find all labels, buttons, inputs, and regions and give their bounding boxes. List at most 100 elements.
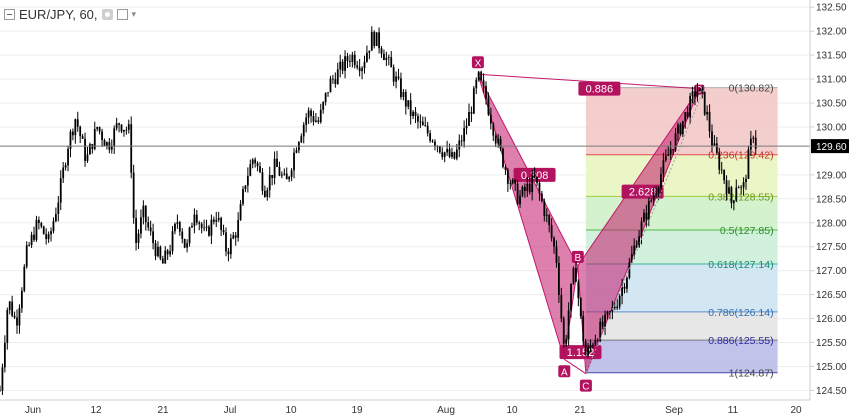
- candle-body: [353, 54, 356, 66]
- pattern-point-C-bg[interactable]: [579, 379, 592, 392]
- candle-body: [283, 173, 286, 175]
- candle-body: [708, 111, 711, 132]
- candle-body: [256, 163, 259, 167]
- candle-body: [268, 174, 271, 191]
- price-tick-label: 131.00: [816, 75, 847, 86]
- candle-body: [645, 212, 648, 220]
- candle-body: [195, 214, 198, 223]
- candle-body: [730, 187, 733, 204]
- candle-body: [677, 124, 679, 134]
- candle-body: [613, 306, 616, 309]
- candle-body: [397, 76, 400, 79]
- candle-body: [431, 140, 434, 142]
- pattern-point-B-bg[interactable]: [571, 250, 584, 263]
- candle-body: [103, 140, 106, 146]
- candle-body: [458, 140, 461, 150]
- candle-body: [487, 98, 490, 115]
- candle-body: [154, 243, 157, 257]
- candle-body: [446, 149, 449, 153]
- price-tick-label: 130.50: [816, 98, 847, 109]
- candle-body: [101, 131, 103, 141]
- candle-body: [713, 143, 716, 146]
- candle-body: [667, 154, 670, 156]
- candle-body: [528, 183, 531, 193]
- candle-body: [565, 339, 568, 344]
- candle-body: [37, 219, 40, 223]
- pattern-point-A-bg[interactable]: [558, 365, 571, 378]
- candle-body: [499, 138, 502, 149]
- candle-body: [735, 187, 738, 201]
- candle-body: [720, 169, 723, 171]
- candle-body: [443, 152, 446, 157]
- price-tick-label: 126.50: [816, 290, 847, 301]
- fib-level-label: 0.236(129.42): [708, 150, 773, 162]
- candle-body: [18, 308, 21, 326]
- candle-body: [40, 222, 43, 227]
- candle-body: [383, 53, 385, 61]
- candle-body: [169, 251, 171, 255]
- candle-body: [480, 71, 483, 81]
- price-tick-label: 125.00: [816, 362, 847, 373]
- collapse-icon[interactable]: [4, 8, 15, 20]
- candle-body: [511, 179, 514, 184]
- trend-line[interactable]: [585, 87, 706, 373]
- time-tick-label: Jul: [224, 405, 237, 416]
- price-tick-label: 132.00: [816, 27, 847, 38]
- fib-level-label: 0.786(126.14): [708, 307, 773, 319]
- candle-body: [587, 347, 589, 356]
- candle-body: [570, 283, 572, 311]
- candle-body: [370, 31, 373, 51]
- pattern-point-X-bg[interactable]: [471, 56, 484, 69]
- candle-body: [404, 92, 407, 107]
- candle-body: [681, 121, 684, 135]
- pattern-point-label: C: [582, 382, 589, 393]
- candle-body: [363, 61, 366, 69]
- candle-body: [451, 152, 453, 157]
- candle-body: [536, 176, 538, 183]
- symbol-label[interactable]: EUR/JPY, 60,: [19, 6, 98, 22]
- dropdown-caret-icon[interactable]: ▾: [131, 8, 137, 19]
- candle-body: [45, 234, 48, 240]
- candle-body: [244, 185, 247, 190]
- candle-body: [424, 125, 427, 127]
- candle-body: [555, 246, 558, 263]
- dotted-trend-line[interactable]: [585, 87, 706, 373]
- candle-body: [280, 174, 283, 176]
- candle-body: [754, 137, 757, 149]
- candle-body: [120, 124, 123, 132]
- ratio-label: 2.628: [629, 187, 657, 199]
- candle-body: [696, 91, 699, 97]
- candle-body: [732, 200, 735, 204]
- candle-body: [191, 225, 193, 228]
- candle-body: [485, 85, 487, 99]
- candle-body: [550, 225, 553, 238]
- candle-body: [110, 145, 113, 150]
- price-axis[interactable]: 132.50 132.00 131.50 131.00 130.50 130.00 129.…: [809, 0, 847, 400]
- candle-body: [400, 78, 402, 98]
- candle-body: [69, 131, 72, 149]
- candle-body: [419, 121, 422, 123]
- candle-body: [660, 174, 662, 189]
- candle-body: [74, 119, 77, 136]
- candle-body: [67, 148, 69, 166]
- candle-body: [242, 189, 244, 204]
- time-axis[interactable]: Jun 12 21 Jul 10 19 Aug 10 21 Sep 11 20: [0, 399, 810, 416]
- candle-body: [0, 390, 1, 392]
- candle-body: [582, 316, 585, 342]
- price-tick-label: 132.50: [816, 3, 847, 14]
- candle-body: [30, 234, 33, 245]
- candle-body: [285, 173, 288, 180]
- settings-icon[interactable]: [101, 8, 113, 20]
- candle-body: [626, 277, 628, 289]
- candle-body: [618, 295, 621, 307]
- candle-body: [526, 183, 529, 191]
- candle-body: [387, 57, 390, 58]
- candle-body: [701, 88, 704, 92]
- candle-body: [492, 123, 495, 136]
- candle-body: [482, 80, 485, 86]
- candle-body: [183, 238, 186, 248]
- candle-body: [465, 125, 468, 129]
- close-icon[interactable]: [116, 8, 128, 20]
